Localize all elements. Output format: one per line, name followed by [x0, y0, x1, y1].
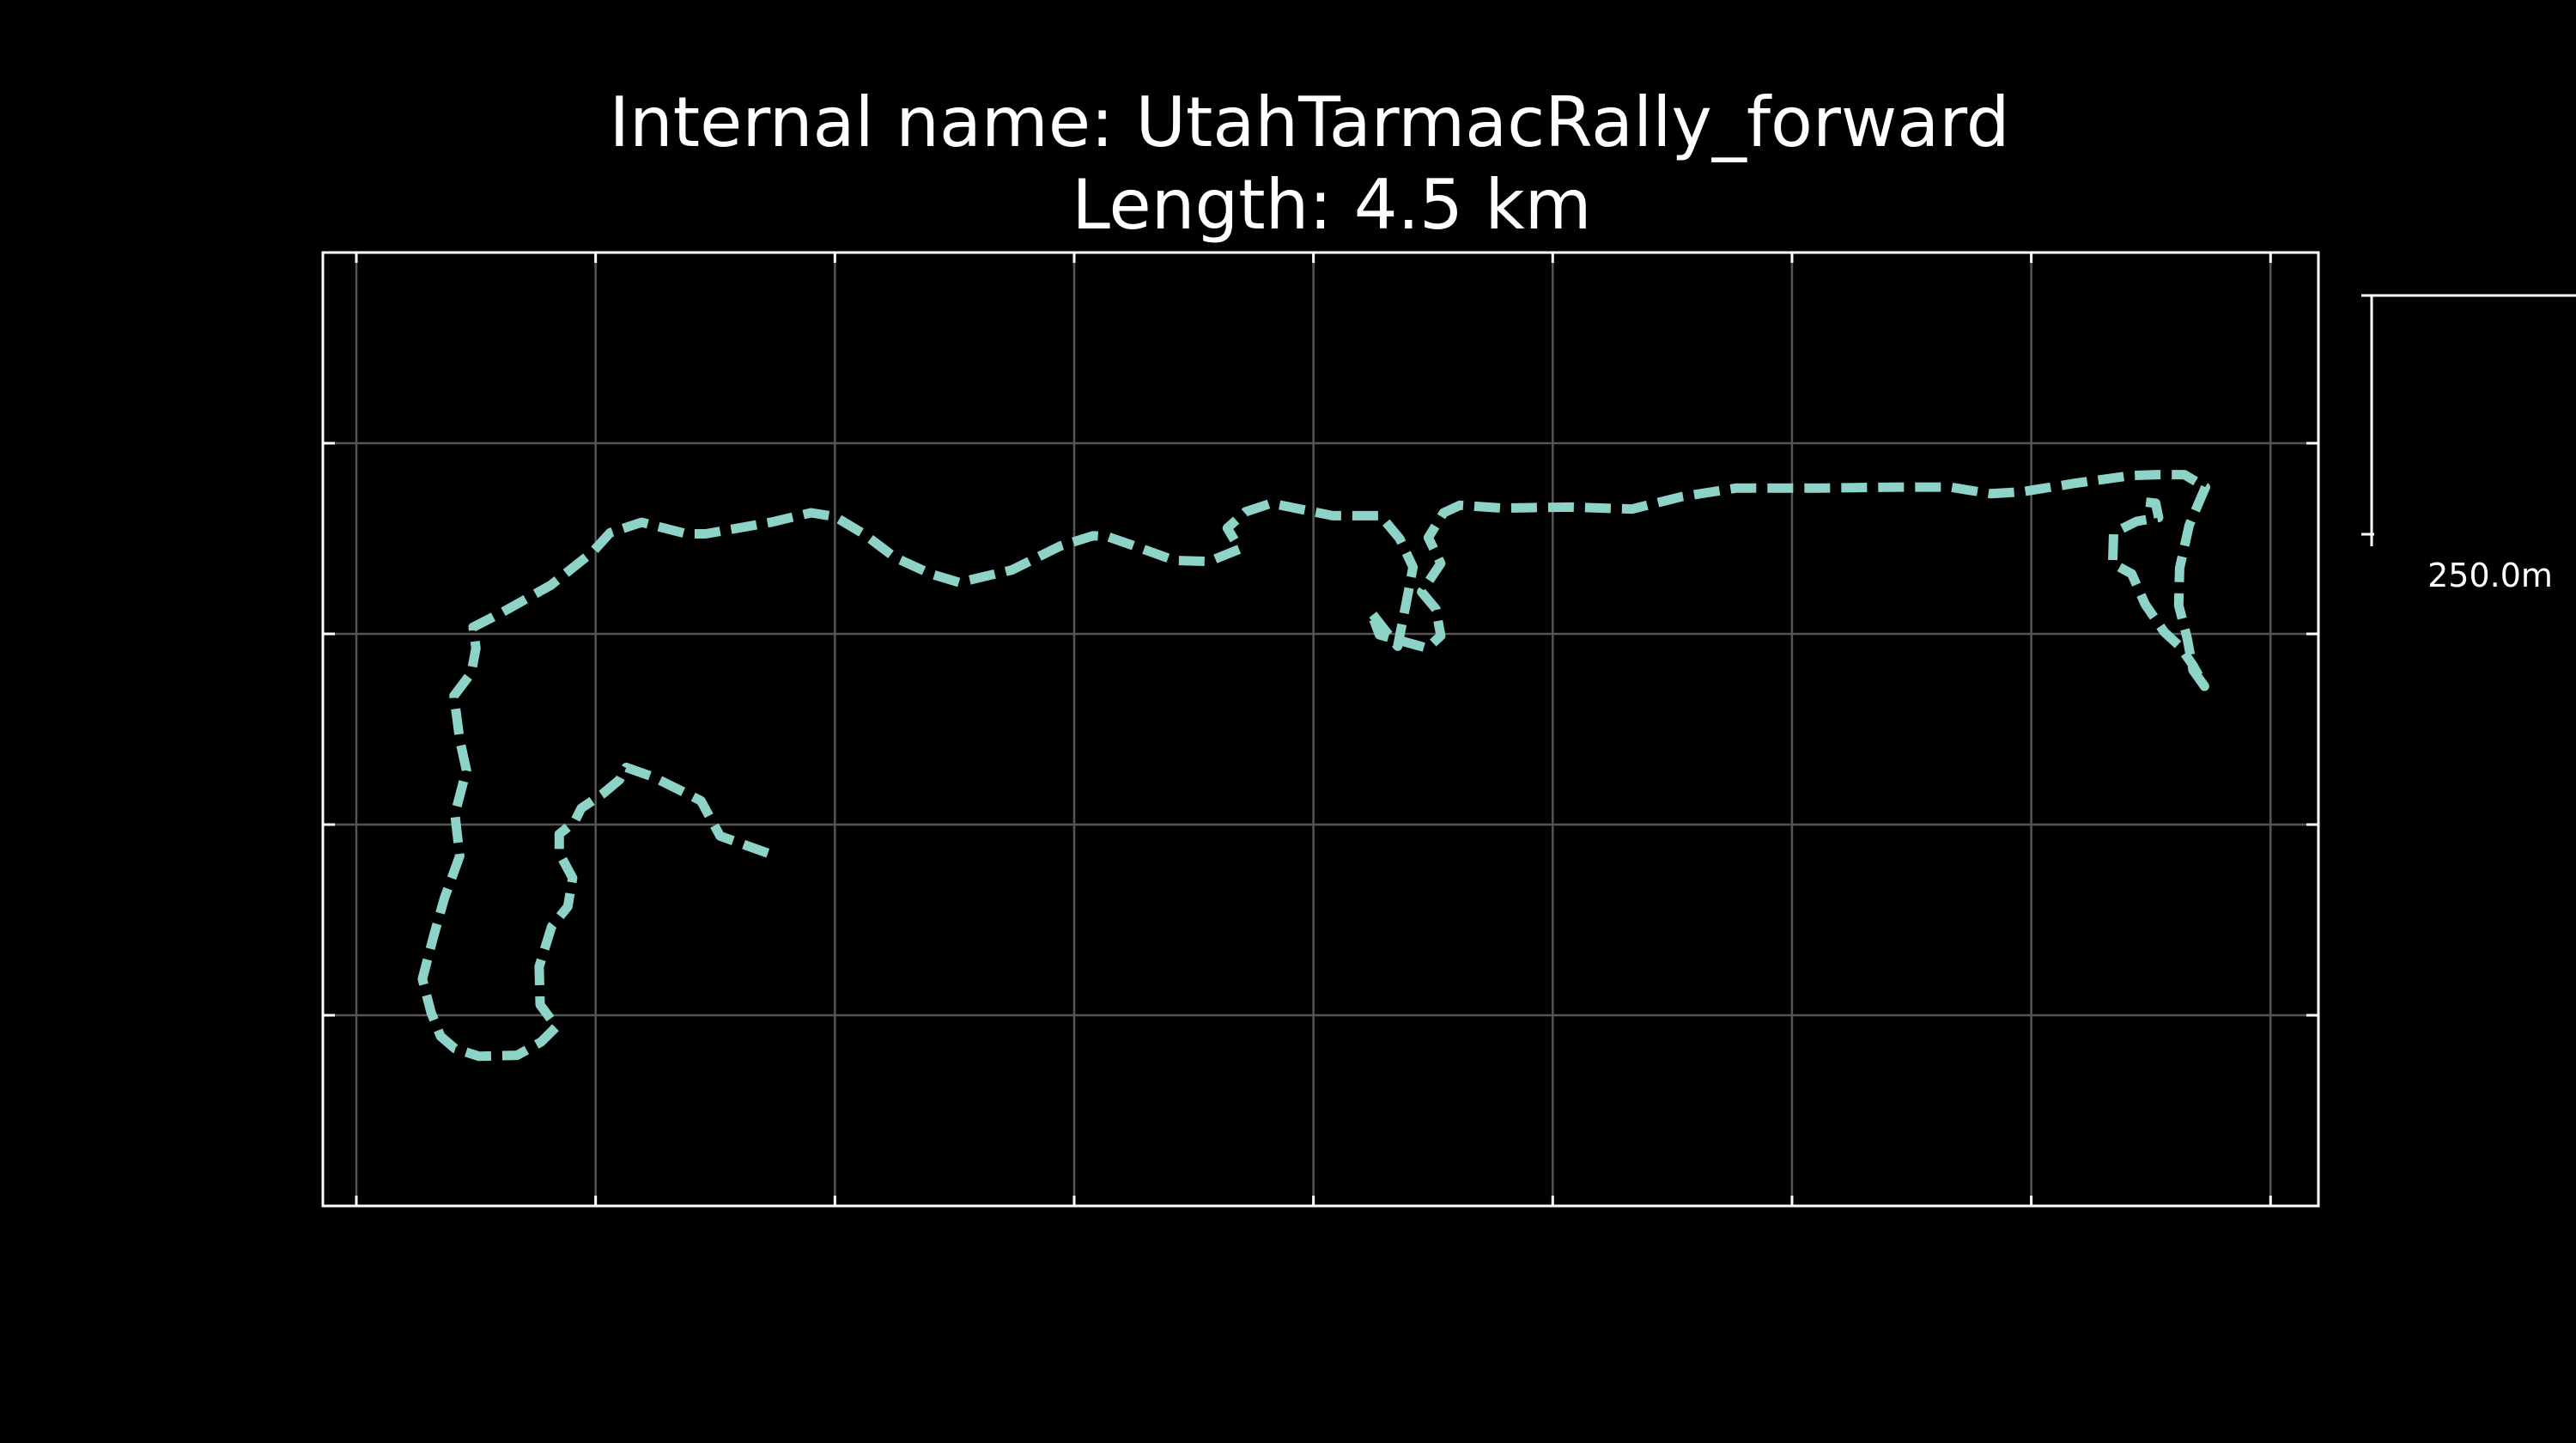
scale-bar: 250.0m [2361, 294, 2576, 594]
chart-subtitle: Length: 4.5 km [1072, 165, 1591, 245]
grid-lines [323, 251, 2318, 1206]
plot-frame [321, 251, 2320, 1208]
chart-title: Internal name: UtahTarmacRally_forward [609, 82, 2009, 162]
track-path-group [417, 470, 2210, 1062]
track-line [417, 470, 2210, 1062]
scale-bar-label: 250.0m [2427, 557, 2553, 594]
